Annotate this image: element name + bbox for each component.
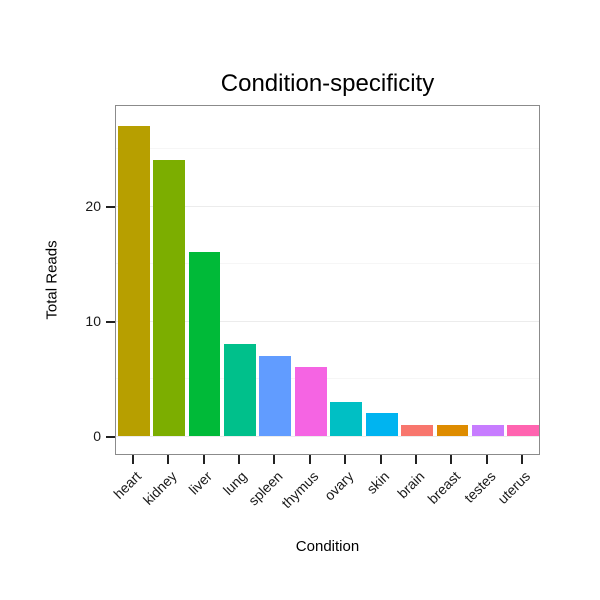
bar-testes [471,424,504,436]
bar-thymus [294,367,327,436]
y-tick-label-20: 20 [85,198,101,215]
x-tick-label-spleen: spleen [245,468,286,509]
bar-kidney [153,160,186,436]
x-tick-label-heart: heart [110,468,145,502]
x-tick-label-uterus: uterus [494,468,534,507]
bar-breast [436,424,469,436]
y-tick-label-0: 0 [93,428,101,444]
x-tick-ovary [344,455,347,464]
x-tick-label-skin: skin [363,468,392,497]
y-tick-20 [106,206,115,209]
x-tick-thymus [308,455,311,464]
gridline-y20 [116,205,539,207]
bar-ovary [330,401,363,436]
x-tick-testes [485,455,488,464]
gridline-y15 [116,263,539,265]
x-axis-label: Condition [295,538,360,555]
bar-liver [188,252,221,436]
x-tick-label-liver: liver [185,468,215,498]
x-tick-uterus [521,455,524,464]
x-tick-lung [237,455,240,464]
x-tick-breast [450,455,453,464]
plot-panel [115,105,540,455]
x-tick-label-brain: brain [394,468,428,502]
y-tick-10 [106,321,115,324]
bar-uterus [507,424,540,436]
bar-heart [117,125,150,436]
gridline-y10 [116,320,539,322]
chart-title: Condition-specificity [220,70,435,97]
x-tick-brain [415,455,418,464]
gridline-y25 [116,148,539,150]
x-tick-label-kidney: kidney [139,468,180,508]
bar-spleen [259,355,292,436]
y-axis-label: Total Reads [43,240,61,320]
x-tick-heart [131,455,134,464]
x-tick-label-lung: lung [220,468,251,499]
y-tick-0 [106,436,115,438]
x-tick-kidney [167,455,170,464]
x-tick-label-breast: breast [423,468,463,507]
gridline-y5 [116,378,539,380]
x-tick-skin [379,455,382,464]
y-tick-label-10: 10 [85,313,101,330]
x-tick-label-ovary: ovary [320,468,357,504]
x-tick-label-thymus: thymus [277,468,322,512]
bar-brain [401,424,433,436]
x-tick-label-testes: testes [460,468,499,506]
bar-skin [365,413,398,436]
x-tick-spleen [273,455,276,464]
gridline-y0 [116,435,539,437]
x-tick-liver [202,455,205,464]
bar-lung [224,344,256,436]
